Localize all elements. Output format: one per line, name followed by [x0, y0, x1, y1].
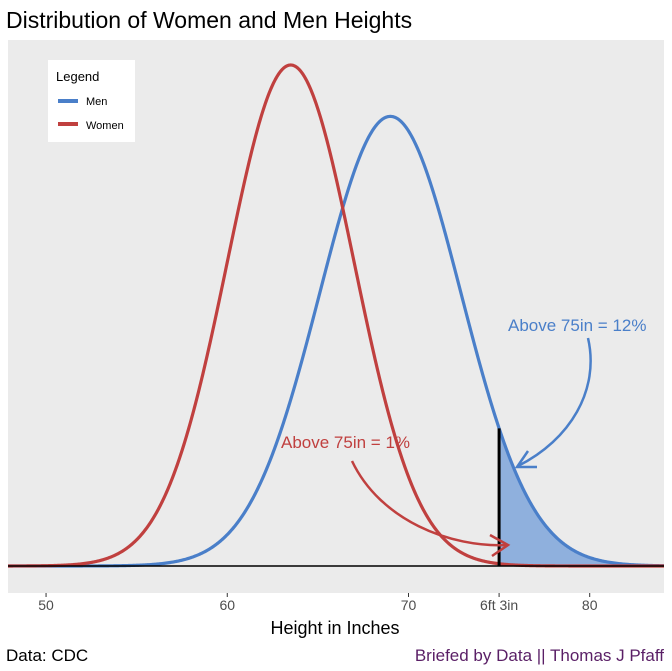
credit-line: Briefed by Data || Thomas J Pfaff — [415, 646, 664, 665]
women-annotation-arrow — [350, 460, 509, 547]
x-axis-title: Height in Inches — [270, 618, 399, 638]
men-annotation: Above 75in = 12% — [508, 316, 646, 335]
legend-title: Legend — [56, 69, 99, 84]
men-annotation-arrowhead — [514, 450, 537, 469]
x-tick-label: 50 — [38, 597, 54, 613]
x-tick-label: 6ft 3in — [480, 597, 518, 613]
chart-title: Distribution of Women and Men Heights — [6, 7, 412, 33]
women-annotation: Above 75in = 1% — [281, 433, 410, 452]
data-source: Data: CDC — [6, 646, 88, 665]
x-tick-label: 80 — [582, 597, 598, 613]
legend-label-women: Women — [86, 120, 124, 132]
men-tail-area — [499, 428, 664, 566]
legend-label-men: Men — [86, 96, 107, 108]
legend: Legend Men Women — [48, 60, 135, 142]
x-tick-label: 60 — [219, 597, 235, 613]
men-annotation-arrow — [517, 337, 592, 468]
x-tick-label: 70 — [401, 597, 417, 613]
women-annotation-arrowhead — [489, 533, 511, 558]
